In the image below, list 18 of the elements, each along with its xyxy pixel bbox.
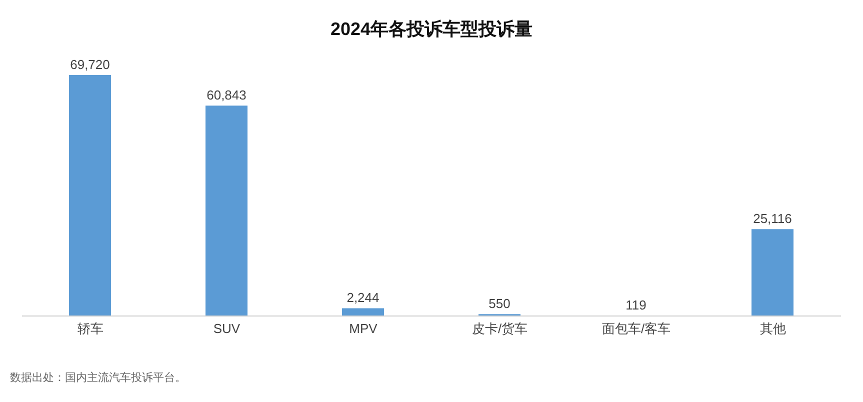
data-label: 550 <box>488 296 510 312</box>
data-label: 69,720 <box>70 57 110 72</box>
bar <box>69 75 111 316</box>
x-tick-label: 轿车 <box>77 321 104 336</box>
x-tick-label: 皮卡/货车 <box>472 321 528 336</box>
bar <box>342 308 384 316</box>
x-tick-label: 其他 <box>760 321 786 336</box>
text: 数据出处：国内主流汽车投诉平台。 <box>10 370 186 385</box>
data-label: 60,843 <box>206 88 246 103</box>
x-tick-label: SUV <box>213 321 240 336</box>
bar <box>752 229 794 316</box>
data-label: 119 <box>626 298 646 313</box>
x-tick-label: 面包车/客车 <box>602 321 671 336</box>
chart-title: 2024年各投诉车型投诉量 <box>329 18 534 41</box>
bar <box>206 106 248 316</box>
data-label: 25,116 <box>753 211 792 226</box>
x-tick-label: MPV <box>349 321 378 336</box>
data-label: 2,244 <box>346 290 380 306</box>
